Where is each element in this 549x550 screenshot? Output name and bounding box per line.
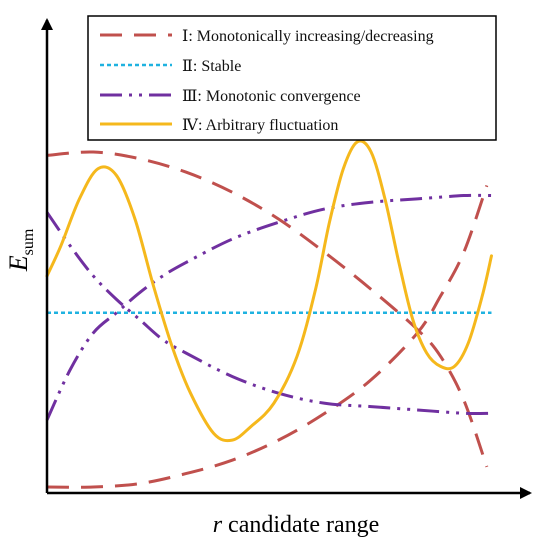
plot-lines: [45, 139, 493, 489]
legend: Ⅰ: Monotonically increasing/decreasing Ⅱ:…: [87, 15, 497, 141]
legend-label-monotonic-series: Ⅰ: Monotonically increasing/decreasing: [182, 28, 434, 45]
fluctuation-series-line-1: [45, 139, 493, 443]
legend-box: [87, 15, 497, 141]
monotonic-series-line-1: [46, 150, 489, 468]
monotonic-series-line-2: [46, 185, 489, 489]
convergence-series-line-2: [45, 193, 492, 421]
legend-label-fluctuation-series: Ⅳ: Arbitrary fluctuation: [182, 117, 338, 134]
legend-label-stable-series: Ⅱ: Stable: [182, 58, 241, 75]
legend-label-convergence-series: Ⅲ: Monotonic convergence: [182, 88, 361, 105]
x-axis-label: r candidate range: [213, 512, 380, 538]
y-axis-label: Esum: [4, 228, 37, 272]
